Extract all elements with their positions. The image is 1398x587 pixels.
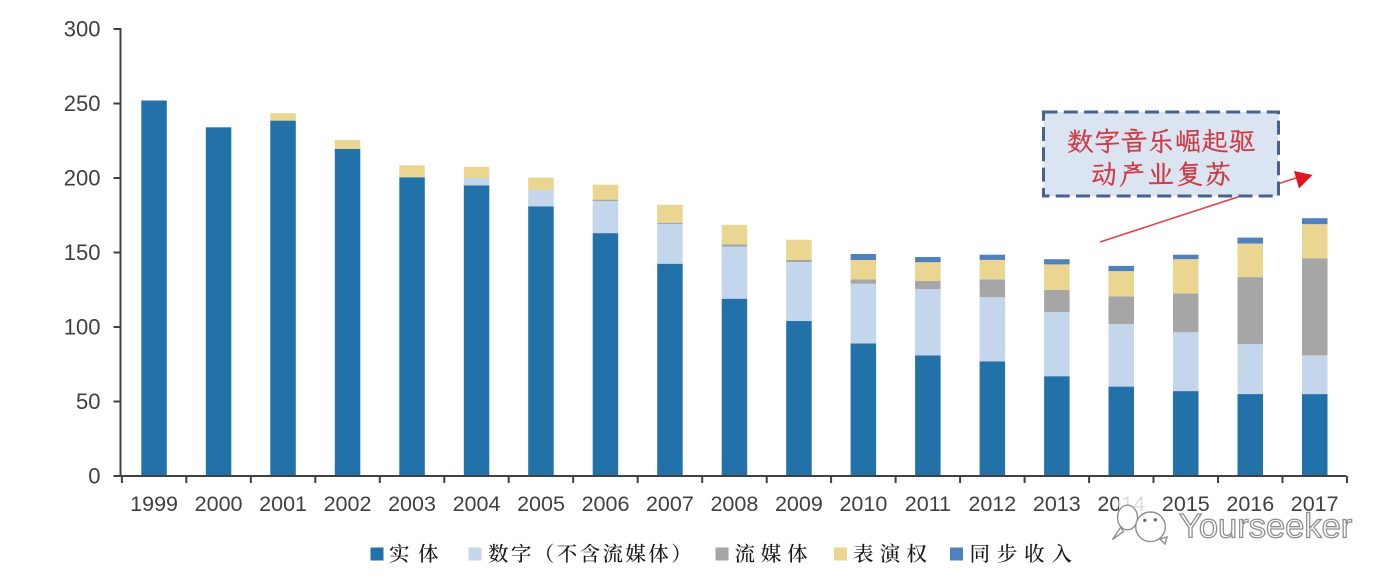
svg-text:2001: 2001 (259, 492, 307, 516)
svg-text:Yourseeker: Yourseeker (1179, 508, 1352, 546)
svg-text:150: 150 (64, 240, 101, 265)
svg-text:2017: 2017 (1291, 492, 1339, 516)
svg-text:2015: 2015 (1162, 492, 1210, 516)
svg-text:2013: 2013 (1033, 492, 1081, 516)
svg-text:2000: 2000 (195, 492, 243, 516)
svg-text:2003: 2003 (388, 492, 436, 516)
svg-text:200: 200 (64, 166, 101, 191)
svg-text:300: 300 (64, 17, 101, 42)
svg-text:100: 100 (64, 315, 101, 340)
svg-text:50: 50 (76, 389, 100, 414)
svg-text:1999: 1999 (130, 492, 178, 516)
svg-text:2006: 2006 (582, 492, 630, 516)
svg-text:2010: 2010 (839, 492, 887, 516)
svg-text:2012: 2012 (968, 492, 1016, 516)
svg-text:2008: 2008 (710, 492, 758, 516)
svg-text:2004: 2004 (453, 492, 501, 516)
svg-text:2005: 2005 (517, 492, 565, 516)
svg-text:0: 0 (88, 464, 100, 489)
svg-text:250: 250 (64, 91, 101, 116)
svg-text:2002: 2002 (324, 492, 372, 516)
svg-text:2007: 2007 (646, 492, 694, 516)
svg-text:2011: 2011 (905, 492, 951, 516)
svg-text:2009: 2009 (775, 492, 823, 516)
svg-text:2016: 2016 (1226, 492, 1274, 516)
